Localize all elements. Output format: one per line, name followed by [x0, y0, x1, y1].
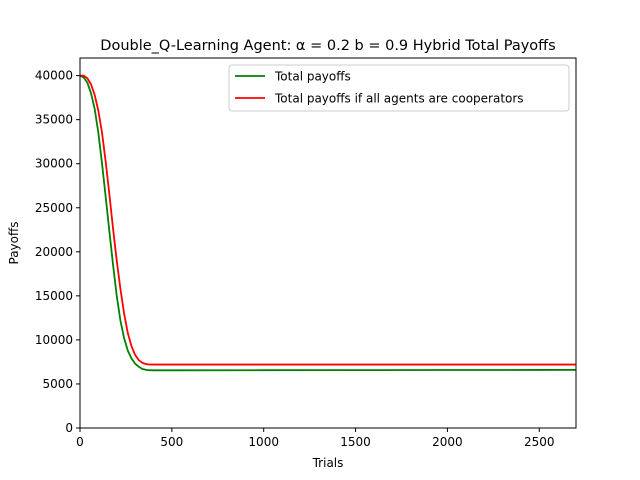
- y-axis-label: Payoffs: [7, 221, 21, 264]
- legend-label-total-payoffs: Total payoffs: [274, 70, 351, 84]
- x-axis-label: Trials: [312, 456, 344, 470]
- x-tick-label: 500: [160, 435, 183, 449]
- y-tick-label: 40000: [35, 69, 73, 83]
- plot-lines: [79, 74, 577, 372]
- x-tick-label: 2000: [432, 435, 463, 449]
- legend-box: [228, 64, 570, 112]
- y-tick-label: 10000: [35, 333, 73, 347]
- y-tick-label: 25000: [35, 201, 73, 215]
- legend-label-cooperators: Total payoffs if all agents are cooperat…: [274, 92, 524, 106]
- plot-frame: [79, 57, 577, 429]
- y-tick-label: 30000: [35, 157, 73, 171]
- series-line-0: [79, 74, 577, 372]
- y-axis: 0 5000 10000 15000 20000 25000 30000 35000 40000: [35, 69, 80, 435]
- series-line-1: [80, 74, 576, 366]
- x-tick-label: 1500: [340, 435, 371, 449]
- y-tick-label: 20000: [35, 245, 73, 259]
- x-tick-label: 0: [76, 435, 84, 449]
- chart-title: Double_Q-Learning Agent: α = 0.2 b = 0.9…: [100, 38, 555, 54]
- y-tick-label: 0: [65, 421, 73, 435]
- y-tick-label: 35000: [35, 113, 73, 127]
- y-tick-label: 15000: [35, 289, 73, 303]
- x-tick-label: 2500: [524, 435, 555, 449]
- legend: Total payoffs Total payoffs if all agent…: [228, 64, 570, 112]
- x-axis: 0 500 1000 1500 2000 2500: [76, 428, 555, 449]
- y-tick-label: 5000: [42, 377, 73, 391]
- x-tick-label: 1000: [248, 435, 279, 449]
